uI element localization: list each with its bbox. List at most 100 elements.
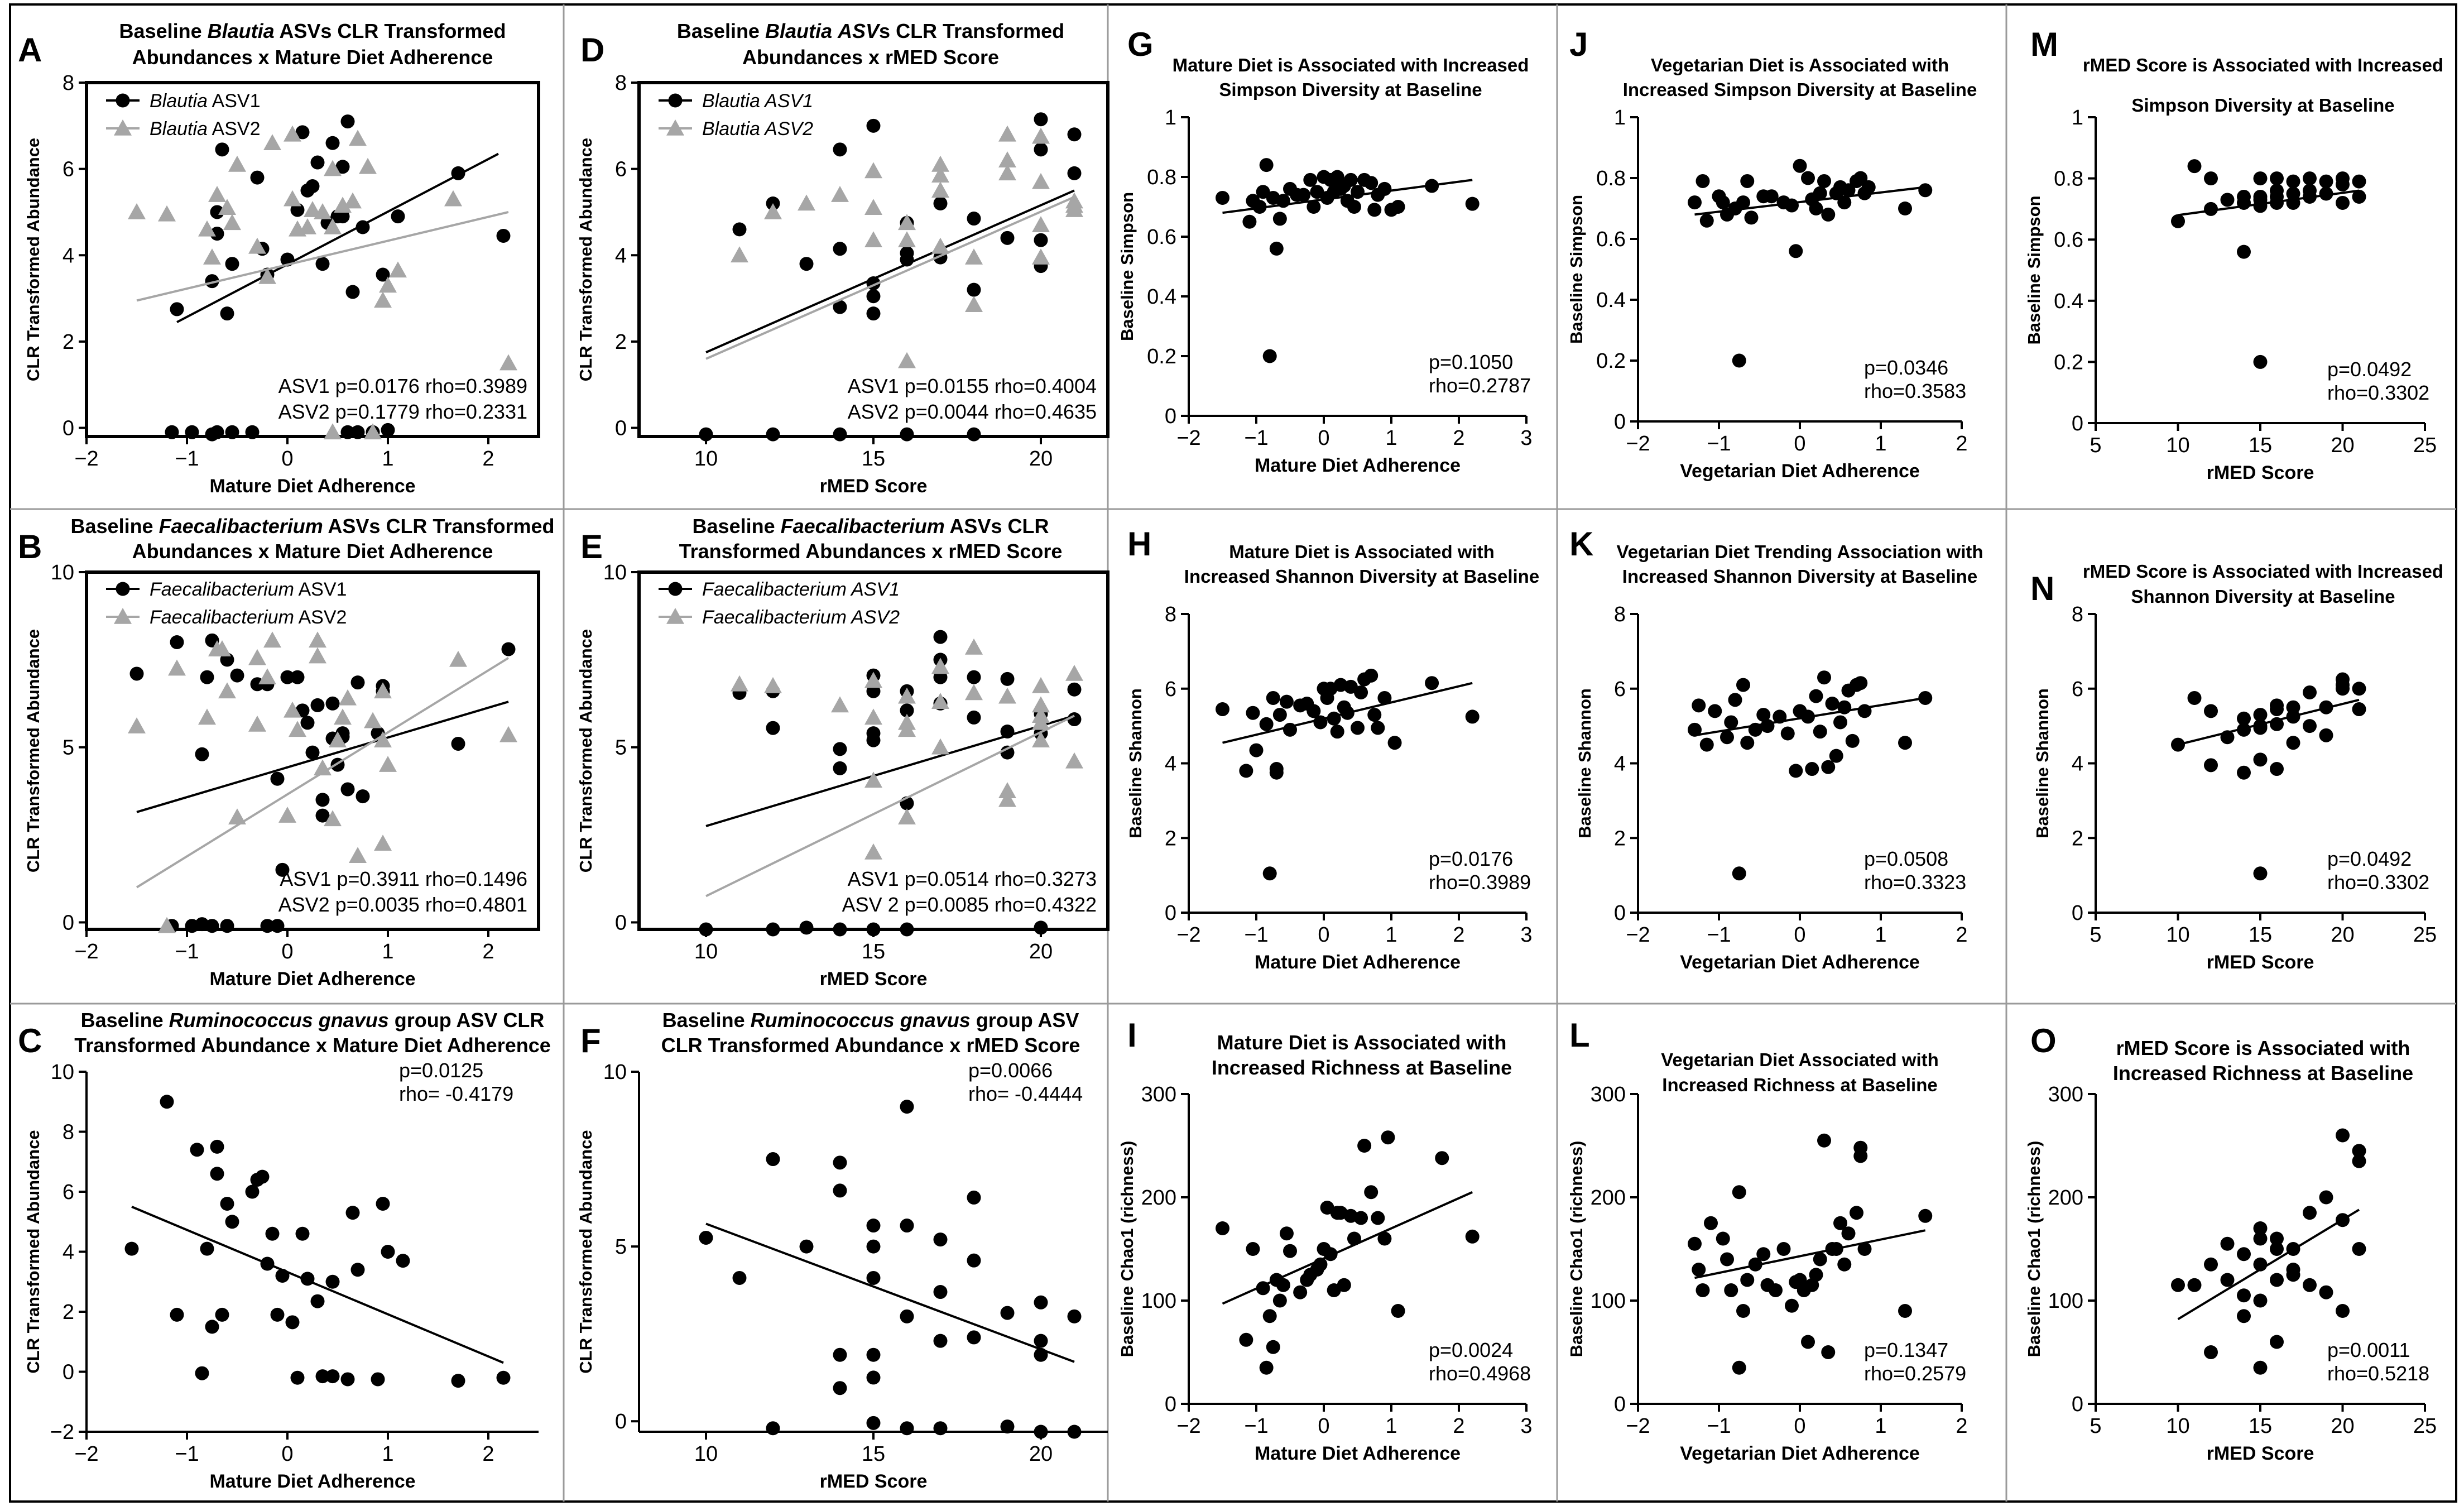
data-point [1000,1419,1015,1434]
x-tick-label: −2 [1176,923,1200,947]
y-tick-label: 10 [51,1061,74,1084]
series-1 [165,114,511,442]
x-tick-label: 0 [1794,1414,1805,1438]
y-tick-label: 300 [1591,1083,1626,1106]
data-point [2286,700,2300,714]
data-point [309,647,326,664]
data-point [898,687,916,704]
y-tick-label: 8 [1165,603,1176,626]
data-point [1371,721,1385,735]
data-point [1259,717,1274,731]
data-point [900,427,914,442]
data-point [2204,704,2218,718]
data-point [325,1369,340,1384]
chart-title: Mature Diet is Associated with [1229,541,1495,562]
series-2 [705,638,1083,898]
data-point [2237,1288,2251,1303]
data-point [218,199,236,215]
x-tick-label: 0 [1318,1414,1329,1438]
data-point [314,203,332,219]
data-point [200,1241,214,1256]
data-point [699,922,713,937]
data-point [1296,188,1311,202]
data-point [833,761,847,775]
y-tick-label: 2 [63,330,74,354]
x-tick-label: 1 [1385,1414,1397,1438]
data-point [766,427,780,442]
data-point [2352,1154,2366,1168]
y-axis-label: Baseline Shannon [1575,688,1594,838]
regression-line [131,1206,504,1364]
data-point [280,670,295,684]
data-point [931,693,949,709]
data-point [2187,159,2202,174]
stats-text: p=0.0346 [1864,356,1948,379]
legend-marker [666,608,684,624]
data-point [1817,174,1831,188]
stats-text: rho= -0.4444 [968,1082,1083,1105]
data-point [350,675,365,690]
data-point [2336,672,2350,687]
data-point [379,756,397,772]
x-tick-label: 2 [1453,1414,1464,1438]
x-tick-label: 0 [1794,432,1805,455]
data-point [2303,171,2317,186]
data-point [2270,698,2284,713]
data-point [967,670,981,684]
series-1 [1688,1133,1933,1375]
stats-text: rho=0.2787 [1429,374,1531,397]
data-point [831,186,849,202]
y-tick-label: 6 [1614,678,1626,701]
data-point [2270,189,2284,204]
data-point [1367,203,1382,217]
data-point [195,1366,209,1380]
stats-text: p=0.0508 [1864,847,1948,870]
x-tick-label: −1 [1707,1414,1731,1438]
data-point [1216,190,1229,205]
data-point [290,203,305,217]
data-point [356,220,370,234]
chart-title: Baseline Ruminococcus gnavus group ASV C… [81,1009,545,1032]
data-point [290,1370,305,1385]
y-tick-label: 0 [2072,412,2083,435]
data-point [324,810,342,827]
legend-label: Faecalibacterium ASV2 [150,607,347,628]
x-tick-label: 3 [1520,426,1532,450]
data-point [1857,704,1872,718]
data-point [1801,1335,1815,1349]
data-point [1813,725,1827,739]
data-point [1837,1257,1852,1272]
data-point [2270,762,2284,776]
x-tick-label: 2 [482,940,494,963]
data-point [1425,179,1439,193]
data-point [998,151,1016,167]
data-point [2286,195,2300,210]
panel-letter: H [1127,525,1151,563]
y-tick-label: 100 [1591,1289,1626,1313]
data-point [1216,1221,1229,1235]
stats-text: rho= -0.4179 [399,1082,513,1105]
data-point [864,771,882,788]
data-point [1465,1229,1480,1244]
data-point [310,1294,325,1308]
data-point [225,257,239,271]
data-point [1283,1244,1297,1258]
x-tick-label: 1 [382,1442,393,1466]
data-point [2237,195,2251,210]
data-point [833,427,847,442]
data-point [2319,1285,2333,1299]
data-point [245,425,260,439]
x-tick-label: −1 [1707,923,1731,947]
y-tick-label: 2 [63,1301,74,1324]
panel-letter: F [580,1022,601,1059]
x-axis-label: rMED Score [2207,952,2314,973]
data-point [334,196,352,213]
data-point [764,203,782,219]
data-point [170,635,184,649]
data-point [898,721,916,737]
data-point [1688,722,1702,737]
panel-J: J Vegetarian Diet is Associated with Incre… [1567,26,1977,482]
data-point [1276,1278,1290,1292]
data-point [833,922,847,937]
